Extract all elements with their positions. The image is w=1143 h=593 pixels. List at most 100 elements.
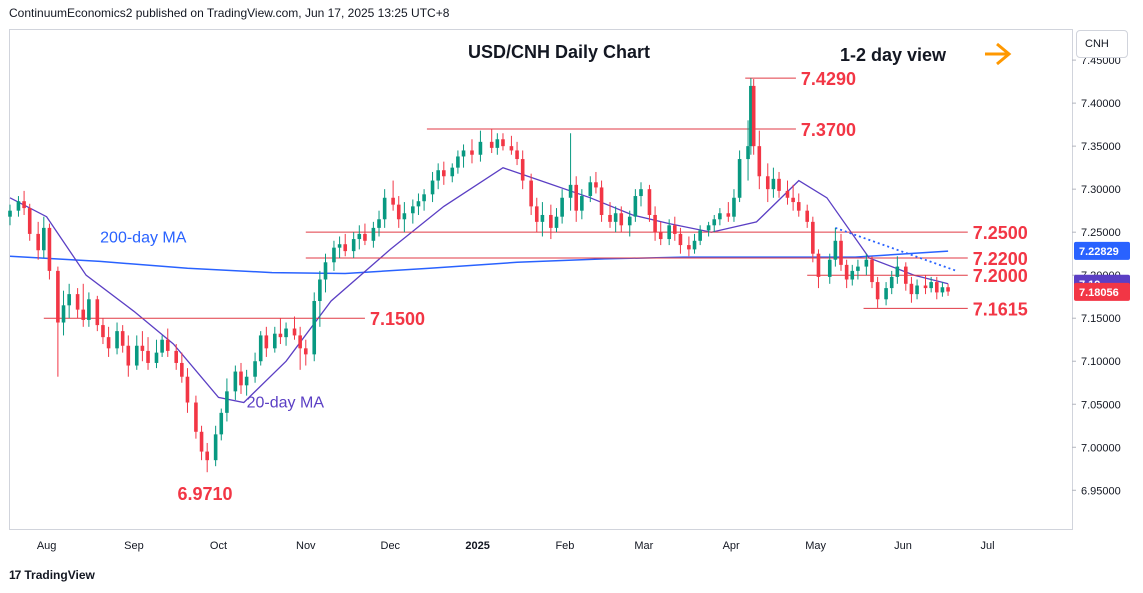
candle (673, 216, 677, 241)
candle (805, 204, 810, 228)
candle (81, 283, 86, 327)
candle-body (337, 244, 342, 248)
candle-body (75, 294, 80, 310)
candle (213, 425, 218, 467)
candle (411, 199, 415, 224)
candle (154, 339, 159, 369)
candle-body (520, 159, 525, 181)
candle (746, 120, 750, 181)
candle-body (889, 276, 894, 289)
x-tick-label: Feb (555, 540, 574, 552)
candle-body (402, 213, 407, 220)
candle-body (627, 216, 632, 226)
y-tick-label: 7.30000 (1081, 184, 1121, 196)
last-price-badge-bg (1074, 282, 1130, 301)
candle-body (796, 202, 801, 211)
candle (461, 144, 466, 168)
candle (303, 339, 308, 366)
candle (678, 227, 683, 254)
candle (765, 163, 770, 203)
candle-body (594, 182, 598, 188)
candle-body (647, 189, 652, 215)
candle (160, 335, 164, 357)
candle-body (430, 180, 435, 195)
candle (529, 173, 533, 215)
candle (839, 233, 843, 271)
candle-body (450, 167, 455, 177)
candle-body (165, 339, 170, 351)
candle (233, 365, 238, 400)
candle (450, 163, 455, 183)
candle-body (771, 178, 776, 190)
candle-body (264, 335, 269, 349)
candle-body (929, 282, 933, 289)
candle (608, 202, 612, 228)
candle (56, 266, 60, 377)
candle (225, 378, 229, 422)
candle-body (856, 266, 860, 271)
candle (442, 161, 446, 185)
candle (647, 184, 652, 222)
candle (75, 288, 80, 319)
candle (816, 249, 821, 289)
x-tick-label: Mar (634, 540, 653, 552)
candle (658, 221, 663, 246)
y-tick-label: 6.95000 (1081, 485, 1121, 497)
candle-body (146, 350, 150, 363)
candle-body (827, 259, 832, 277)
publisher-text: ContinuumEconomics2 published on Trading… (9, 6, 450, 20)
candle-body (422, 194, 426, 202)
candle (323, 253, 328, 293)
candle (292, 316, 297, 340)
resistance-trendline (835, 227, 957, 272)
candle-body (456, 156, 460, 168)
y-tick-label: 7.25000 (1081, 227, 1121, 239)
candle-body (811, 221, 815, 254)
candle-body (706, 225, 711, 231)
candle-body (613, 213, 618, 222)
candle-body (42, 227, 46, 251)
candle (520, 150, 525, 190)
candle (940, 282, 945, 297)
ma200-label: 200-day MA (100, 229, 187, 246)
candle-body (154, 352, 159, 363)
candle-body (160, 339, 164, 353)
candle-body (509, 146, 514, 151)
candle (165, 328, 170, 357)
y-tick-label: 7.15000 (1081, 313, 1121, 325)
candle-body (16, 201, 21, 211)
candle-body (22, 201, 26, 209)
candle-body (461, 150, 466, 157)
candle (22, 190, 26, 215)
chart-frame (9, 29, 1073, 530)
candle-body (363, 233, 367, 241)
candle-body (844, 264, 849, 280)
candle-body (732, 197, 736, 217)
candle-body (833, 240, 838, 260)
candle (687, 236, 691, 257)
candle (87, 292, 91, 327)
candle-body (205, 451, 209, 461)
tradingview-footer[interactable]: 17 TradingView (9, 568, 95, 582)
candle (915, 279, 919, 300)
symbol-button[interactable]: CNH (1076, 30, 1128, 58)
y-tick-label: 7.00000 (1081, 442, 1121, 454)
candle-body (687, 245, 691, 250)
candle-body (213, 434, 218, 461)
candle-body (382, 197, 387, 220)
candle-body (371, 227, 376, 241)
candle (61, 290, 66, 336)
y-tick-label: 7.10000 (1081, 356, 1121, 368)
candle (363, 223, 367, 246)
candle (627, 210, 632, 237)
candle (698, 225, 702, 246)
candle (436, 163, 440, 190)
candle (864, 253, 869, 276)
candle (827, 253, 832, 284)
candle (264, 326, 269, 357)
candle (185, 368, 190, 413)
low-label: 6.9710 (177, 484, 232, 504)
candle-body (323, 262, 328, 280)
candle (284, 322, 288, 346)
